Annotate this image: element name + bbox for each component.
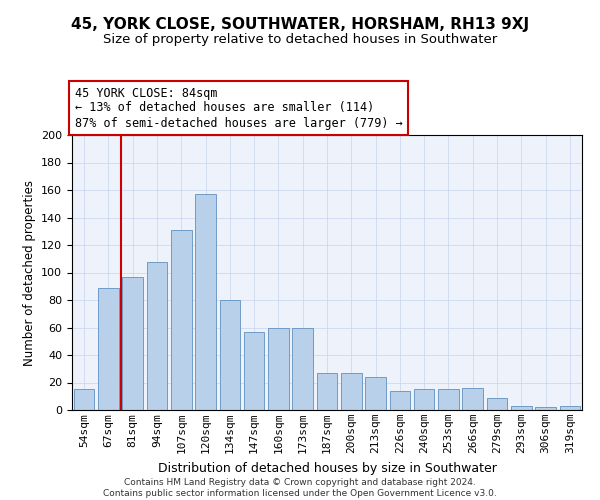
Bar (365, 377, 386, 410)
Bar (317, 373, 337, 410)
Text: Contains HM Land Registry data © Crown copyright and database right 2024.
Contai: Contains HM Land Registry data © Crown c… (103, 478, 497, 498)
Bar (244, 332, 265, 410)
Text: 45, YORK CLOSE, SOUTHWATER, HORSHAM, RH13 9XJ: 45, YORK CLOSE, SOUTHWATER, HORSHAM, RH1… (71, 18, 529, 32)
Bar (292, 328, 313, 410)
Bar (438, 390, 459, 410)
Bar (171, 230, 191, 410)
Bar (463, 388, 483, 410)
Bar (487, 398, 508, 410)
Bar (535, 407, 556, 410)
Bar (560, 406, 580, 410)
X-axis label: Distribution of detached houses by size in Southwater: Distribution of detached houses by size … (158, 462, 496, 474)
Bar (98, 288, 119, 410)
Bar (414, 390, 434, 410)
Text: Size of property relative to detached houses in Southwater: Size of property relative to detached ho… (103, 32, 497, 46)
Bar (220, 300, 240, 410)
Bar (195, 194, 216, 410)
Bar (389, 391, 410, 410)
Bar (341, 373, 362, 410)
Bar (146, 262, 167, 410)
Text: 45 YORK CLOSE: 84sqm
← 13% of detached houses are smaller (114)
87% of semi-deta: 45 YORK CLOSE: 84sqm ← 13% of detached h… (74, 86, 403, 130)
Y-axis label: Number of detached properties: Number of detached properties (23, 180, 35, 366)
Bar (268, 328, 289, 410)
Bar (74, 390, 94, 410)
Bar (122, 276, 143, 410)
Bar (511, 406, 532, 410)
